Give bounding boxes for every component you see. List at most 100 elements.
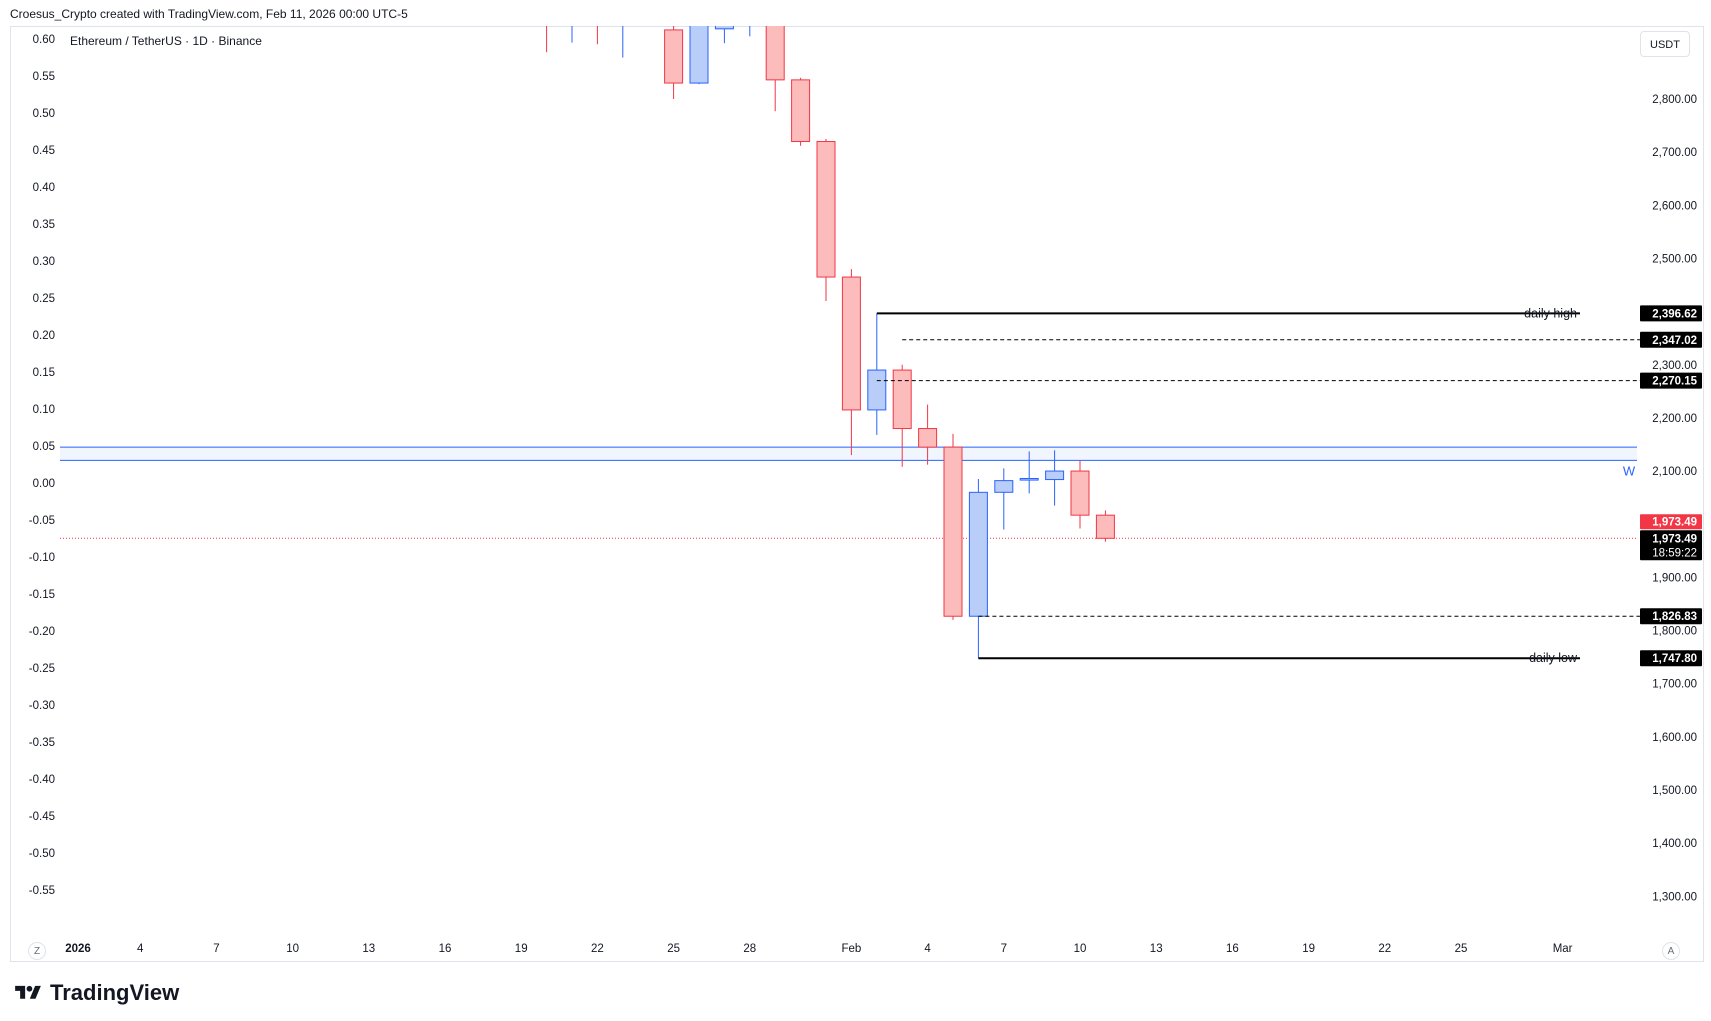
left-axis-tick-label: -0.30: [29, 700, 55, 712]
left-axis-tick-label: 0.60: [33, 34, 55, 46]
x-axis-label: 16: [1226, 943, 1239, 955]
plot-area[interactable]: [60, 0, 1637, 659]
w-zone-label: W: [1623, 463, 1636, 478]
candle-2026-01-30[interactable]: [791, 77, 811, 146]
right-axis-tick-label: 1,300.00: [1652, 891, 1697, 903]
left-axis-tick-label: 0.00: [33, 478, 55, 490]
left-axis-tick-label: 0.30: [33, 256, 55, 268]
left-axis-tick-label: -0.05: [29, 515, 55, 527]
left-axis-tick-label: 0.25: [33, 293, 55, 305]
right-axis-tick-label: 1,700.00: [1652, 679, 1697, 691]
price-tag-bg: [1640, 331, 1702, 348]
right-axis-tick-label: 1,400.00: [1652, 838, 1697, 850]
candle-2026-02-10[interactable]: [1070, 460, 1090, 529]
x-axis-label: 4: [924, 943, 931, 955]
candle-2026-02-11[interactable]: [1095, 510, 1115, 542]
left-axis-tick-label: -0.20: [29, 626, 55, 638]
chart-frame: [10, 26, 1704, 962]
candle-body: [563, 1, 581, 10]
left-axis-tick-label: -0.40: [29, 774, 55, 786]
x-axis-label: 10: [1074, 943, 1087, 955]
candle-body: [994, 480, 1014, 493]
candle-body: [816, 141, 836, 278]
w-zone-fill[interactable]: [60, 447, 1637, 461]
left-axis-tick-label: -0.45: [29, 811, 55, 823]
candle-2026-01-28[interactable]: [741, 20, 759, 37]
left-axis-tick-label: 0.50: [33, 108, 55, 120]
tradingview-brand[interactable]: TradingView: [12, 980, 179, 1006]
left-axis-tick-label: 0.15: [33, 367, 55, 379]
bar-countdown-text: 18:59:22: [1652, 547, 1697, 559]
symbol-title[interactable]: Ethereum / TetherUS · 1D · Binance: [70, 34, 262, 48]
price-tag-text: 2,270.15: [1652, 376, 1697, 388]
candle-body: [538, 0, 556, 14]
right-axis-tick-label: 2,200.00: [1652, 413, 1697, 425]
price-tag-text: 2,396.62: [1652, 308, 1697, 320]
candle-body: [741, 21, 759, 22]
candle-2026-02-05[interactable]: [943, 433, 963, 620]
candle-2026-02-09[interactable]: [1045, 450, 1065, 506]
right-axis-tick-label: 1,500.00: [1652, 785, 1697, 797]
level-label: daily high: [1524, 306, 1577, 320]
x-axis-label: 19: [515, 943, 528, 955]
right-axis-tick-label: 2,700.00: [1652, 147, 1697, 159]
right-axis-tick-label: 2,300.00: [1652, 360, 1697, 372]
candle-2026-01-20[interactable]: [538, 0, 556, 53]
candle-2026-01-31[interactable]: [816, 138, 836, 301]
candle-body: [765, 26, 785, 81]
current-price-tag-text: 1,973.49: [1652, 533, 1697, 545]
auto-scale-button[interactable]: A: [1662, 942, 1680, 960]
candle-body: [867, 369, 887, 411]
left-axis-tick-label: -0.55: [29, 885, 55, 897]
x-axis-label: 10: [286, 943, 299, 955]
candle-body: [943, 446, 963, 617]
currency-button[interactable]: USDT: [1640, 31, 1690, 57]
x-axis-label: 25: [1455, 943, 1468, 955]
candle-2026-01-26[interactable]: [689, 25, 709, 85]
last-price-tag-text: 1,973.49: [1652, 516, 1697, 528]
price-tag-bg: [1640, 650, 1702, 667]
left-axis-tick-label: 0.10: [33, 404, 55, 416]
left-axis-tick-label: -0.35: [29, 737, 55, 749]
left-axis-tick-label: 0.35: [33, 219, 55, 231]
candle-2026-01-21[interactable]: [563, 0, 581, 43]
candle-2026-02-04[interactable]: [918, 404, 938, 465]
candle-2026-02-01[interactable]: [841, 269, 861, 456]
candle-body: [1045, 470, 1065, 481]
candle-body: [1095, 514, 1115, 539]
candle-2026-02-08[interactable]: [1019, 451, 1039, 494]
left-axis-tick-label: -0.10: [29, 552, 55, 564]
zoom-reset-button[interactable]: Z: [28, 942, 46, 960]
candle-2026-02-03[interactable]: [892, 364, 912, 467]
x-axis-label: 22: [591, 943, 604, 955]
candle-2026-01-24[interactable]: [639, 0, 657, 17]
chart-attribution: Croesus_Crypto created with TradingView.…: [10, 7, 408, 21]
right-axis-tick-label: 2,500.00: [1652, 253, 1697, 265]
candle-body: [841, 276, 861, 411]
candle-2026-02-06[interactable]: [968, 479, 988, 659]
candle-2026-01-22[interactable]: [588, 0, 606, 45]
tradingview-wordmark: TradingView: [50, 980, 180, 1005]
candle-2026-01-25[interactable]: [664, 19, 684, 99]
right-axis-tick-label: 2,600.00: [1652, 200, 1697, 212]
candle-2026-01-29[interactable]: [765, 20, 785, 112]
candle-2026-01-27[interactable]: [714, 17, 734, 44]
right-axis-tick-label: 1,600.00: [1652, 732, 1697, 744]
price-tag-text: 1,747.80: [1652, 653, 1697, 665]
x-axis-label: 7: [1001, 943, 1007, 955]
price-tag-bg: [1640, 608, 1702, 625]
candle-body: [791, 79, 811, 143]
candle-2026-01-23[interactable]: [614, 0, 632, 58]
left-axis-tick-label: -0.25: [29, 663, 55, 675]
right-axis-tick-label: 1,900.00: [1652, 572, 1697, 584]
x-axis-label: 16: [439, 943, 452, 955]
level-label: daily low: [1529, 651, 1578, 665]
candle-2026-02-02[interactable]: [867, 313, 887, 435]
left-axis-tick-label: 0.20: [33, 330, 55, 342]
candle-2026-02-07[interactable]: [994, 468, 1014, 530]
x-axis-label: 4: [137, 943, 144, 955]
price-tag-bg: [1640, 305, 1702, 322]
candle-body: [892, 369, 912, 430]
x-axis-label: 22: [1378, 943, 1391, 955]
